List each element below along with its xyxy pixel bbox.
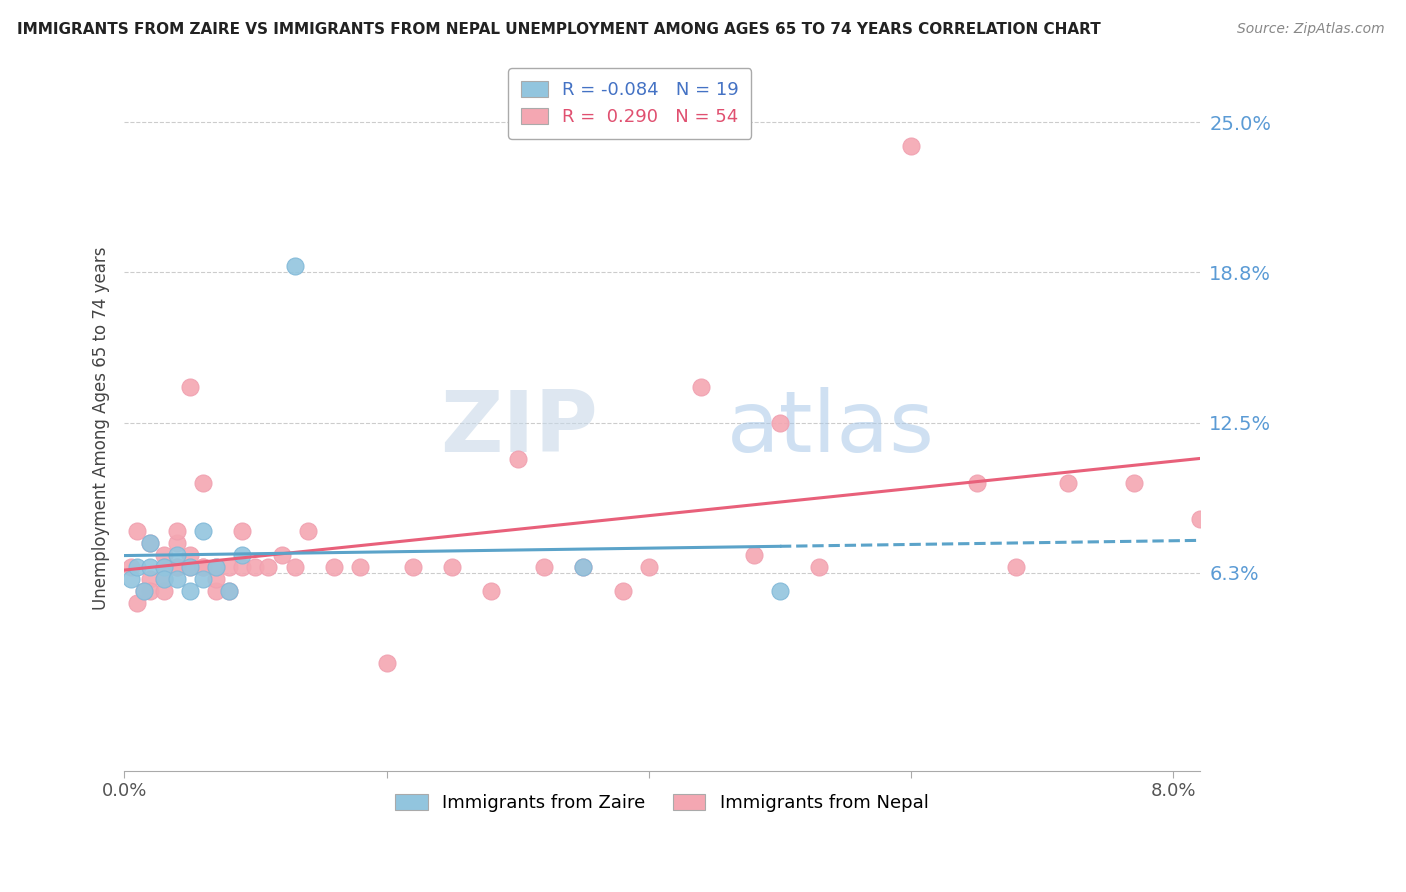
Point	[1123, 475, 1146, 490]
Point	[218, 583, 240, 598]
Point	[808, 559, 831, 574]
Point	[481, 583, 503, 598]
Point	[900, 139, 922, 153]
Point	[205, 559, 228, 574]
Point	[284, 559, 307, 574]
Point	[127, 524, 149, 538]
Point	[166, 535, 188, 549]
Point	[179, 583, 201, 598]
Point	[166, 572, 188, 586]
Y-axis label: Unemployment Among Ages 65 to 74 years: Unemployment Among Ages 65 to 74 years	[93, 247, 110, 610]
Point	[966, 475, 988, 490]
Text: Source: ZipAtlas.com: Source: ZipAtlas.com	[1237, 22, 1385, 37]
Point	[297, 524, 319, 538]
Point	[139, 583, 162, 598]
Point	[127, 596, 149, 610]
Point	[769, 583, 792, 598]
Point	[166, 548, 188, 562]
Point	[533, 559, 555, 574]
Point	[1005, 559, 1028, 574]
Point	[152, 559, 174, 574]
Point	[1057, 475, 1080, 490]
Text: atlas: atlas	[727, 387, 935, 470]
Legend: Immigrants from Zaire, Immigrants from Nepal: Immigrants from Zaire, Immigrants from N…	[385, 783, 939, 823]
Point	[769, 416, 792, 430]
Point	[612, 583, 634, 598]
Point	[231, 548, 253, 562]
Point	[375, 656, 398, 670]
Point	[205, 572, 228, 586]
Point	[127, 559, 149, 574]
Point	[132, 583, 155, 598]
Point	[191, 524, 214, 538]
Point	[152, 548, 174, 562]
Point	[742, 548, 765, 562]
Point	[284, 260, 307, 274]
Point	[690, 379, 713, 393]
Point	[120, 572, 142, 586]
Point	[191, 559, 214, 574]
Point	[152, 572, 174, 586]
Point	[323, 559, 346, 574]
Text: IMMIGRANTS FROM ZAIRE VS IMMIGRANTS FROM NEPAL UNEMPLOYMENT AMONG AGES 65 TO 74 : IMMIGRANTS FROM ZAIRE VS IMMIGRANTS FROM…	[17, 22, 1101, 37]
Point	[179, 559, 201, 574]
Point	[245, 559, 267, 574]
Point	[506, 451, 529, 466]
Point	[132, 583, 155, 598]
Point	[179, 559, 201, 574]
Point	[152, 559, 174, 574]
Point	[1188, 511, 1211, 525]
Point	[139, 535, 162, 549]
Point	[205, 583, 228, 598]
Point	[179, 548, 201, 562]
Point	[166, 524, 188, 538]
Point	[441, 559, 464, 574]
Point	[152, 583, 174, 598]
Point	[572, 559, 595, 574]
Point	[205, 559, 228, 574]
Point	[120, 559, 142, 574]
Point	[139, 572, 162, 586]
Point	[152, 572, 174, 586]
Point	[231, 524, 253, 538]
Point	[218, 583, 240, 598]
Point	[139, 559, 162, 574]
Point	[402, 559, 425, 574]
Point	[191, 572, 214, 586]
Point	[166, 559, 188, 574]
Point	[270, 548, 292, 562]
Point	[166, 559, 188, 574]
Point	[191, 559, 214, 574]
Point	[231, 559, 253, 574]
Point	[139, 535, 162, 549]
Point	[349, 559, 371, 574]
Point	[572, 559, 595, 574]
Point	[218, 559, 240, 574]
Text: ZIP: ZIP	[440, 387, 598, 470]
Point	[179, 379, 201, 393]
Point	[257, 559, 280, 574]
Point	[191, 475, 214, 490]
Point	[637, 559, 659, 574]
